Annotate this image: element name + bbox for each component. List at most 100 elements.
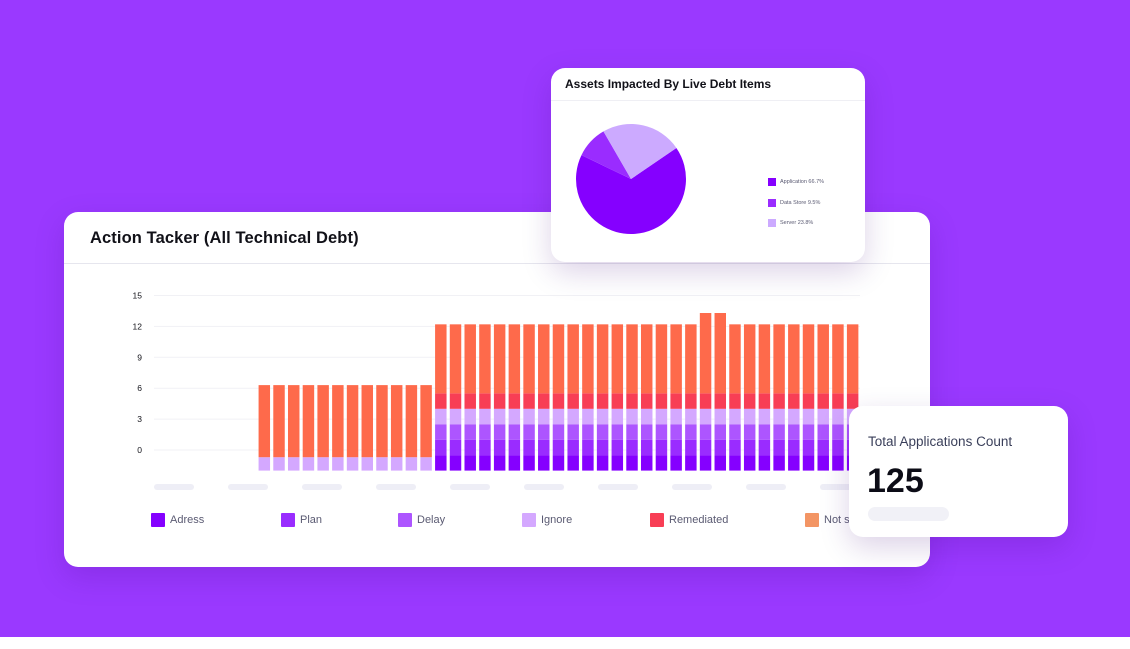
bar-segment (596, 393, 609, 409)
bar-segment (449, 393, 462, 409)
pie-slice-application[interactable] (576, 147, 687, 235)
bar-segment (346, 385, 359, 458)
bar-segment (729, 424, 741, 440)
bar-segment (626, 424, 638, 440)
x-tick-placeholder (154, 484, 194, 490)
pie-legend-item-server[interactable]: Server 23.8% (768, 218, 824, 228)
bar-segment (405, 457, 418, 471)
bar-segment (479, 393, 491, 409)
bar-segment (714, 455, 726, 471)
bar-segment (596, 439, 609, 456)
bar-segment (435, 424, 447, 440)
bar-segment (582, 439, 594, 456)
legend-label-not-started: Not s (824, 514, 850, 526)
bar-segment (538, 455, 550, 471)
bar-segment (640, 324, 653, 394)
bar-segment (464, 408, 476, 425)
assets-impacted-card: Assets Impacted By Live Debt Items Appli… (551, 68, 865, 262)
bar-segment (287, 385, 300, 458)
pie-legend-label-data-store: Data Store 9.5% (780, 199, 821, 206)
bar-segment (817, 408, 829, 425)
action-tracker-card: Action Tacker (All Technical Debt) 15 12 9… (64, 212, 930, 567)
bar-segment (596, 424, 609, 440)
bar-segment (655, 455, 668, 471)
bar-segment (582, 424, 594, 440)
bar-segment (714, 313, 726, 394)
bar-segment (567, 324, 579, 394)
bar-segment (773, 424, 785, 440)
bar-segment (479, 324, 491, 394)
bar-segment (479, 408, 491, 425)
bar-segment (846, 324, 859, 394)
bar-segment (420, 457, 432, 471)
x-tick-placeholder (228, 484, 268, 490)
bar-segment (788, 393, 800, 409)
bar-segment (552, 408, 565, 425)
bar-segment (685, 324, 697, 394)
bar-segment (376, 385, 388, 458)
legend-item-remediated[interactable]: Remediated (650, 512, 728, 528)
pie-slice-server[interactable] (603, 124, 677, 179)
bar-segment (743, 324, 756, 394)
bar-segment (435, 439, 447, 456)
bar-segment (743, 439, 756, 456)
bar-segment (832, 324, 844, 394)
pie-legend-label-application: Application 66.7% (780, 179, 825, 185)
bar-segment (582, 408, 594, 425)
bar-segment (640, 455, 653, 471)
bar-segment (817, 439, 829, 456)
bar-segment (773, 455, 785, 471)
bar-segment (449, 439, 462, 456)
legend-item-not-started[interactable]: Not s (805, 512, 850, 528)
bar-segment (493, 439, 506, 456)
pie-legend-item-application[interactable]: Application 66.7% (768, 177, 824, 187)
bar-segment (655, 393, 668, 409)
bar-segment (479, 455, 491, 471)
bar-segment (655, 439, 668, 456)
bar-segment (743, 408, 756, 425)
bar-segment (273, 457, 285, 471)
legend-swatch-plan (281, 513, 295, 527)
bar-segment (596, 324, 609, 394)
bar-segment (258, 457, 271, 471)
bar-segment (714, 439, 726, 456)
bar-segment (508, 439, 521, 456)
bar-segment (773, 393, 785, 409)
bar-segment (773, 439, 785, 456)
bar-segment (435, 324, 447, 394)
bar-segment (479, 424, 491, 440)
legend-item-ignore[interactable]: Ignore (522, 512, 572, 528)
x-tick-placeholder (376, 484, 416, 490)
legend-item-adress[interactable]: Adress (151, 512, 204, 528)
bar-segment (773, 408, 785, 425)
legend-item-plan[interactable]: Plan (281, 512, 322, 528)
bar-segment (670, 424, 682, 440)
y-tick-label: 9 (137, 352, 142, 362)
legend-swatch-not-started (805, 513, 819, 527)
bar-segment (773, 324, 785, 394)
bar-segment (552, 455, 565, 471)
bar-segment (582, 393, 594, 409)
pie-slice-data-store[interactable] (581, 131, 631, 179)
bar-segment (464, 439, 476, 456)
legend-label-adress: Adress (170, 514, 205, 526)
legend-item-delay[interactable]: Delay (398, 512, 445, 528)
pie-legend-item-data-store[interactable]: Data Store 9.5% (768, 198, 824, 208)
bar-segment (758, 439, 771, 456)
pie-legend-swatch-server (768, 219, 776, 227)
bar-segment (464, 424, 476, 440)
bar-segment (508, 424, 521, 440)
bar-segment (611, 393, 624, 409)
bar-segment (508, 324, 521, 394)
bar-segment (273, 385, 285, 458)
bar-segment (523, 455, 535, 471)
bar-segment (626, 324, 638, 394)
legend-swatch-adress (151, 513, 165, 527)
bar-segment (302, 457, 315, 471)
bar-segment (464, 324, 476, 394)
bar-segment (699, 455, 712, 471)
bar-segment (523, 393, 535, 409)
bar-segment (464, 455, 476, 471)
bar-segment (802, 439, 815, 456)
bar-segment (758, 408, 771, 425)
